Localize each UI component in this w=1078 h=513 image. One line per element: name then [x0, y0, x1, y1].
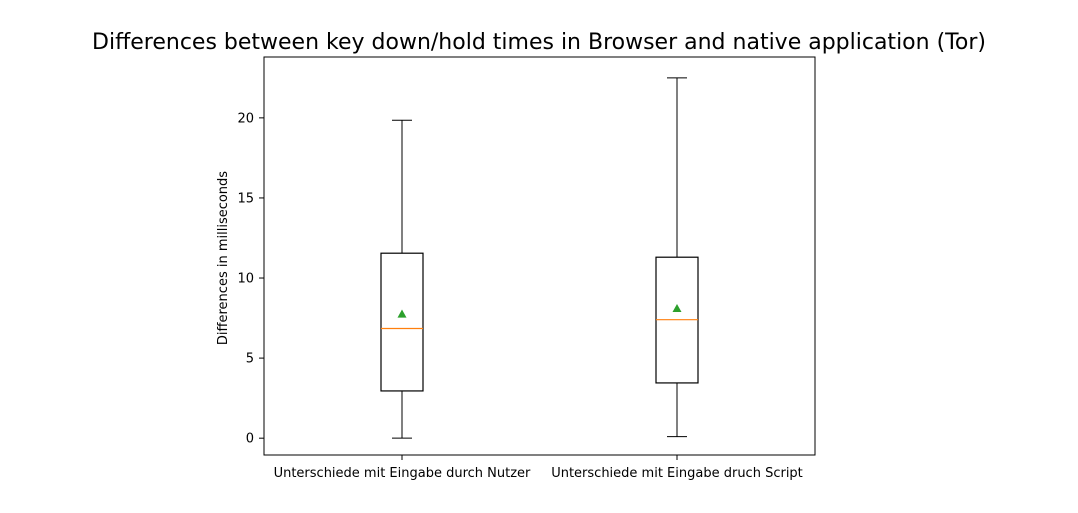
chart-title: Differences between key down/hold times … — [92, 30, 986, 55]
x-tick-label: Unterschiede mit Eingabe druch Script — [551, 466, 803, 481]
y-tick-label: 10 — [237, 272, 254, 287]
y-tick-label: 15 — [237, 191, 254, 206]
mean-marker — [397, 309, 407, 318]
mean-marker — [672, 303, 682, 313]
plot-area: 0 5 10 15 20 Unterschiede mit Eingabe durch N… — [237, 56, 816, 481]
y-axis-label: Differences in milliseconds — [216, 171, 231, 345]
axes-frame — [263, 56, 816, 456]
x-tick-label: Unterschiede mit Eingabe durch Nutzer — [274, 466, 531, 481]
y-tick-label: 0 — [246, 432, 254, 447]
y-tick-label: 20 — [237, 111, 254, 126]
y-tick-label: 5 — [246, 352, 254, 367]
box-iqr — [380, 252, 424, 392]
